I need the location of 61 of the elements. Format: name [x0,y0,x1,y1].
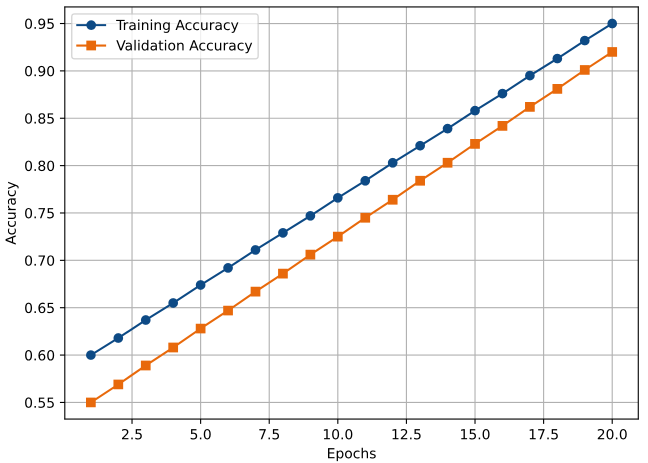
point [306,250,316,260]
point [196,280,206,290]
point [113,333,124,343]
y-tick-label: 0.65 [25,302,54,314]
x-axis-title: Epochs [328,448,376,462]
point [442,124,452,134]
point [498,88,508,98]
point [580,36,590,46]
point [525,70,535,80]
x-tick-label: 12.5 [392,428,421,440]
point [498,120,508,131]
point [415,176,425,186]
y-tick-label: 0.55 [25,397,54,408]
x-tick-label: 2.5 [122,428,142,440]
point [168,298,178,308]
point [442,158,452,168]
legend-label: Validation Accuracy [116,40,252,54]
x-tick-label: 17.5 [530,429,558,440]
point [250,245,260,255]
point [552,54,562,64]
point [306,210,316,221]
point [223,263,233,273]
point [332,232,343,242]
point [140,360,151,370]
point [278,268,288,278]
point [332,192,343,203]
x-tick-label: 10.0 [324,428,352,440]
point [470,106,480,116]
point [580,65,590,75]
point [196,324,206,334]
point [168,342,178,352]
point [223,306,233,316]
point [278,228,288,238]
point [525,102,535,112]
point [360,212,370,223]
x-tick-label: 7.5 [259,429,280,440]
point [86,398,96,408]
point [388,158,398,168]
x-tick-label: 5.0 [190,428,211,440]
point [607,18,618,28]
y-tick-label: 0.90 [25,66,54,76]
y-tick-label: 0.85 [25,113,54,124]
point [140,315,151,325]
y-tick-label: 0.70 [25,255,54,266]
point [113,380,124,390]
x-tick-label: 15.0 [461,428,490,440]
point [250,286,260,296]
y-axis-title: Accuracy [6,182,19,245]
point [415,140,425,151]
y-tick-label: 0.80 [25,160,54,172]
point [607,47,618,57]
point [86,350,96,360]
y-tick-label: 0.95 [25,18,54,29]
point [388,194,398,205]
y-tick-label: 0.60 [25,350,54,361]
point [360,176,370,186]
y-tick-label: 0.75 [25,208,54,218]
legend-label: Training Accuracy [116,19,238,33]
x-tick-label: 20.0 [598,428,627,440]
point [470,138,480,149]
point [552,84,562,94]
